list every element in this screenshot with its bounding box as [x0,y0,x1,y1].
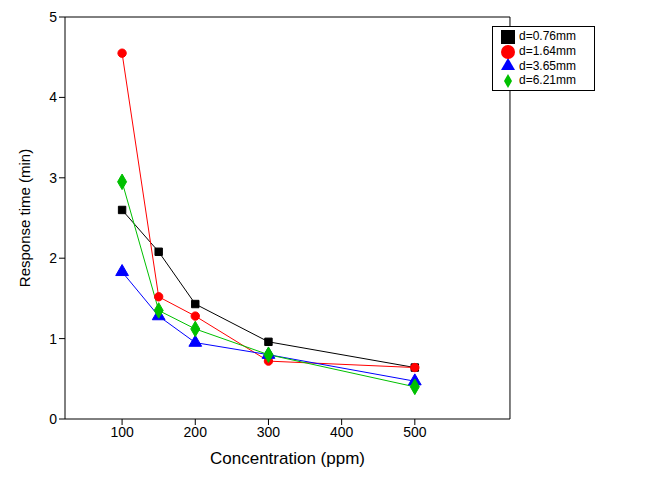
svg-text:3: 3 [49,170,57,186]
svg-text:2: 2 [49,250,57,266]
html-text:d=1.64mm: d=1.64mm [519,43,576,58]
svg-text:Response time (min): Response time (min) [16,149,33,287]
svg-text:4: 4 [49,89,57,105]
svg-text:400: 400 [330,424,354,440]
svg-text:100: 100 [110,424,134,440]
html-text:d=6.21mm: d=6.21mm [519,73,576,88]
svg-text:200: 200 [184,424,208,440]
svg-text:Concentration (ppm): Concentration (ppm) [210,449,365,468]
svg-text:300: 300 [257,424,281,440]
svg-text:500: 500 [403,424,427,440]
html-text:d=0.76mm: d=0.76mm [519,29,576,43]
svg-text:0: 0 [49,411,57,427]
svg-text:5: 5 [49,9,57,25]
svg-text:1: 1 [49,331,57,347]
html-text:d=3.65mm: d=3.65mm [519,58,576,73]
